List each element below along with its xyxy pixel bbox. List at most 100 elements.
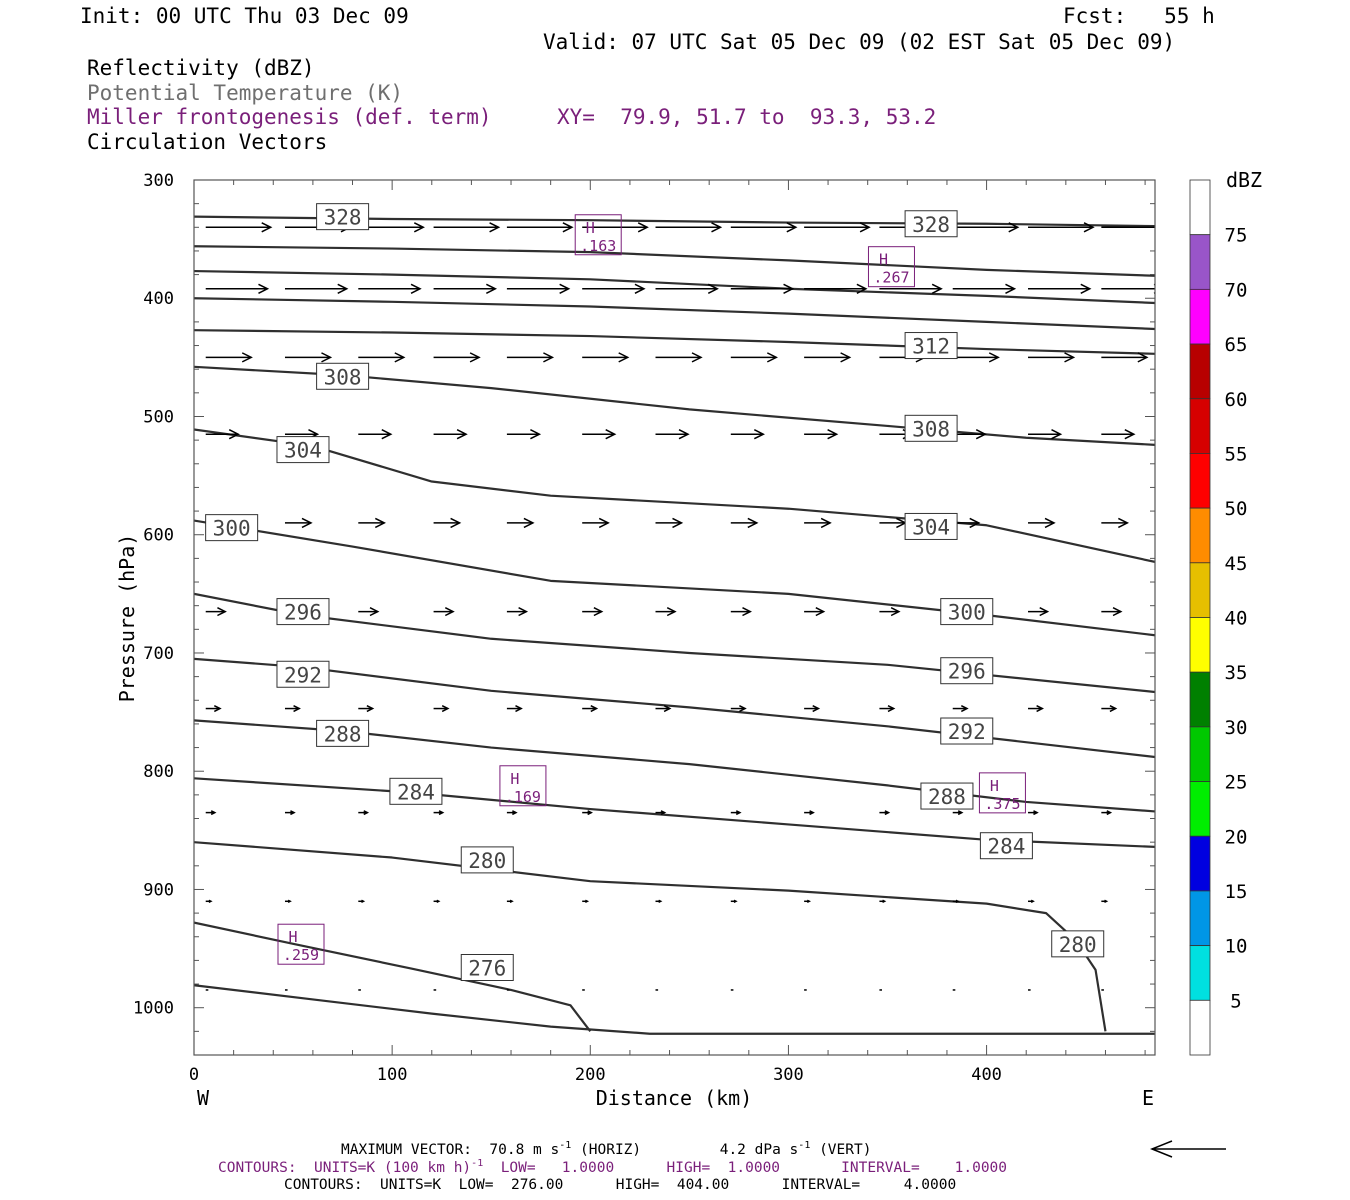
footer-max-vector: MAXIMUM VECTOR: 70.8 m s-1 (HORIZ) 4.2 d…	[341, 1140, 872, 1158]
vector-head	[840, 352, 852, 363]
vector-head	[672, 517, 684, 529]
isentrope-label: 328	[912, 213, 950, 237]
vector-head	[711, 222, 723, 233]
colorbar-tick-label: 70	[1225, 279, 1248, 301]
x-tick-label: 400	[971, 1065, 1002, 1085]
isentrope-276	[194, 921, 592, 1033]
colorbar-tick-label: 60	[1225, 389, 1248, 411]
vector-head	[489, 222, 501, 233]
vector-head	[241, 352, 253, 363]
isentrope-label-box	[940, 657, 994, 685]
miller-max-value: .267	[873, 269, 909, 287]
colorbar-segment	[1189, 999, 1211, 1056]
legend-reflectivity: Reflectivity (dBZ)	[87, 56, 315, 80]
footer-miller-contours: CONTOURS: UNITS=K (100 km h)-1 LOW= 1.00…	[218, 1158, 1008, 1176]
vector-head	[812, 705, 821, 713]
isentrope-label: 304	[284, 439, 322, 463]
vector-head	[988, 352, 1000, 363]
miller-max-h: H	[510, 770, 519, 788]
vector-head	[1112, 607, 1123, 617]
isentrope-label-box	[276, 436, 330, 464]
vector-head	[381, 429, 393, 440]
vector-head	[562, 222, 574, 233]
vector-head	[441, 705, 450, 713]
isentrope-label-box	[904, 414, 958, 442]
colorbar-tick-label: 20	[1225, 826, 1248, 848]
vector-head	[783, 283, 795, 294]
vector-head	[363, 810, 370, 816]
vector-head	[213, 705, 222, 713]
y-tick-label: 400	[143, 289, 174, 309]
vector-head	[691, 352, 703, 363]
x-axis-west-label: W	[197, 1086, 210, 1110]
vector-head	[518, 607, 529, 617]
vector-head	[210, 810, 217, 816]
isentrope-label: 276	[468, 957, 506, 981]
miller-max-value: .375	[984, 795, 1020, 813]
isentrope-label: 284	[397, 780, 435, 804]
vector-head	[1008, 222, 1020, 233]
vector-head	[742, 607, 752, 617]
vector-head	[366, 705, 375, 713]
vector-head	[1137, 352, 1149, 363]
vector-head	[584, 899, 590, 903]
vector-head	[1109, 705, 1118, 713]
x-tick-label: 300	[773, 1065, 804, 1085]
vector-head	[1036, 705, 1044, 713]
vector-head	[559, 283, 571, 294]
y-tick-label: 800	[143, 762, 174, 782]
isentrope-label: 288	[928, 785, 966, 809]
colorbar-tick-label: 65	[1225, 334, 1248, 356]
vector-head	[957, 810, 964, 816]
isentrope-label-box	[316, 362, 370, 390]
isentrope-label: 312	[912, 335, 950, 359]
isentrope-label: 292	[948, 720, 986, 744]
y-tick-label: 600	[143, 526, 174, 546]
colorbar-segment	[1189, 726, 1211, 782]
miller-max-h: H	[879, 251, 888, 269]
vector-head	[658, 899, 663, 903]
isentrope-label: 280	[468, 849, 506, 873]
vector-head	[598, 517, 610, 529]
colorbar-segment	[1189, 835, 1211, 892]
vector-head	[456, 429, 468, 440]
vector-head	[815, 607, 826, 617]
vector-head	[931, 283, 943, 294]
isentrope-label-box	[979, 832, 1033, 860]
vector-head	[450, 517, 462, 529]
legend-miller-frontogenesis: Miller frontogenesis (def. term)	[87, 105, 492, 129]
vector-head	[486, 283, 498, 294]
vector-head	[707, 283, 719, 294]
vector-head	[361, 899, 366, 903]
y-tick-label: 300	[143, 171, 174, 191]
miller-max-h: H	[586, 219, 595, 237]
vector-head	[1030, 899, 1035, 903]
miller-max-value: .163	[580, 237, 616, 255]
miller-max-box	[978, 772, 1026, 814]
isentrope-label: 280	[1059, 933, 1097, 957]
vector-head	[660, 810, 667, 816]
vector-head	[410, 283, 422, 294]
colorbar-segment	[1189, 288, 1211, 345]
isentrope-label-box	[460, 846, 514, 874]
colorbar-segment	[1189, 234, 1211, 290]
colorbar-title: dBZ	[1226, 168, 1262, 192]
vector-head	[1033, 810, 1039, 816]
isentrope-label-box	[389, 777, 443, 805]
vector-head	[512, 810, 518, 816]
x-tick-label: 200	[575, 1065, 606, 1085]
vector-head	[394, 352, 406, 363]
isentrope-296	[194, 592, 1155, 694]
colorbar-segment	[1189, 671, 1211, 728]
vector-head	[806, 899, 811, 903]
vector-head	[1051, 429, 1063, 440]
vector-head	[1157, 223, 1166, 232]
miller-max-h: H	[288, 928, 297, 946]
vector-head	[287, 899, 292, 903]
vector-head	[436, 899, 441, 903]
legend-circulation-vectors: Circulation Vectors	[87, 130, 328, 154]
vector-head	[261, 222, 273, 233]
vector-head	[969, 517, 981, 529]
vector-head	[753, 429, 765, 440]
